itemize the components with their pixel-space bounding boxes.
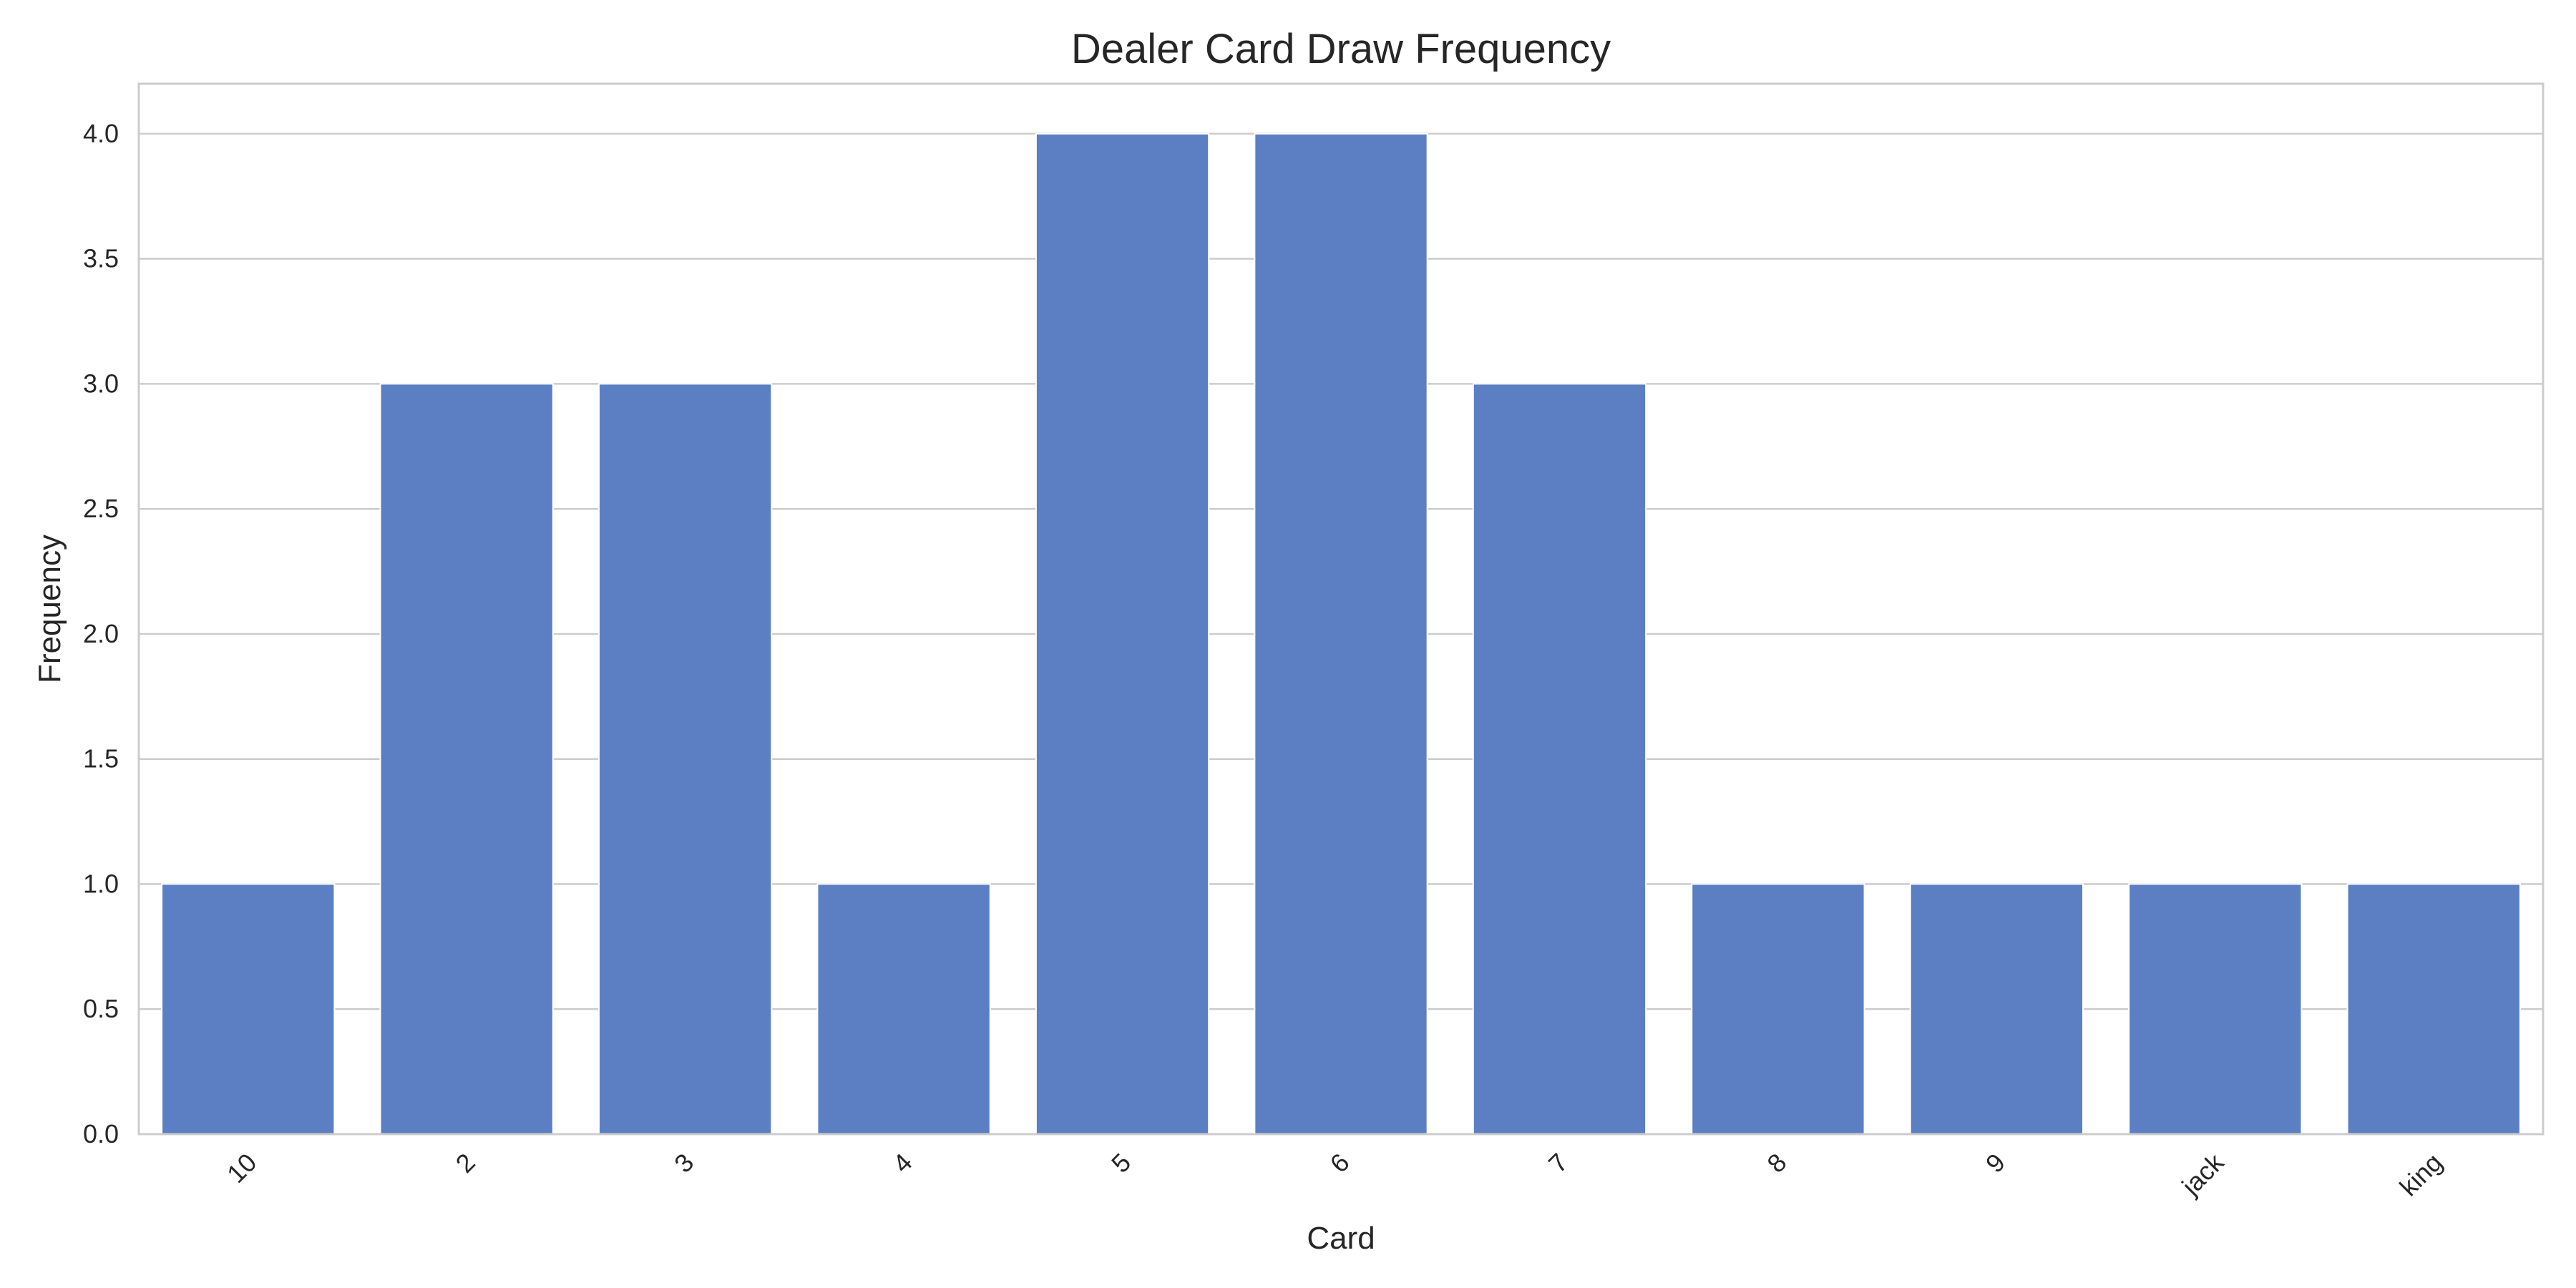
- y-tick-label: 2.0: [83, 619, 119, 648]
- bar-4: [816, 883, 991, 1135]
- x-tick-label: 9: [1980, 1148, 2011, 1179]
- x-tick-label: 5: [1106, 1148, 1136, 1179]
- x-tick-label: 10: [221, 1148, 262, 1189]
- bar-9: [1909, 883, 2084, 1135]
- chart-title: Dealer Card Draw Frequency: [1071, 26, 1611, 72]
- y-tick-label: 1.0: [83, 869, 119, 898]
- y-tick-label: 0.5: [83, 994, 119, 1023]
- x-tick-label: 3: [668, 1148, 699, 1179]
- x-tick-label: 7: [1543, 1148, 1574, 1179]
- bar-jack: [2128, 883, 2303, 1135]
- x-tick-label: king: [2394, 1148, 2448, 1202]
- bars: [161, 132, 2521, 1135]
- x-tick-label: 6: [1324, 1148, 1355, 1179]
- bar-10: [161, 883, 336, 1135]
- bar-2: [379, 383, 554, 1135]
- y-axis-label: Frequency: [32, 535, 67, 683]
- bar-7: [1472, 383, 1647, 1135]
- x-tick-label: 8: [1761, 1148, 1792, 1179]
- y-tick-label: 3.0: [83, 369, 119, 398]
- y-tick-labels: 0.0 0.5 1.0 1.5 2.0 2.5 3.0 3.5 4.0: [83, 119, 119, 1148]
- plot-frame: [137, 82, 2545, 1136]
- y-tick-label: 0.0: [83, 1119, 119, 1148]
- bar-6: [1254, 132, 1428, 1135]
- x-tick-labels: 10 2 3 4 5 6 7 8 9 jack king: [221, 1147, 2448, 1201]
- x-axis-label: Card: [1307, 1221, 1375, 1256]
- x-tick-label: jack: [2175, 1147, 2230, 1201]
- bar-5: [1035, 132, 1210, 1135]
- y-tick-label: 1.5: [83, 744, 119, 774]
- y-tick-label: 2.5: [83, 494, 119, 523]
- bar-king: [2346, 883, 2521, 1135]
- x-tick-label: 2: [450, 1148, 481, 1179]
- y-tick-label: 4.0: [83, 119, 119, 148]
- bar-3: [597, 383, 773, 1135]
- y-tick-label: 3.5: [83, 244, 119, 273]
- x-tick-label: 4: [887, 1148, 918, 1179]
- bar-8: [1691, 883, 1865, 1135]
